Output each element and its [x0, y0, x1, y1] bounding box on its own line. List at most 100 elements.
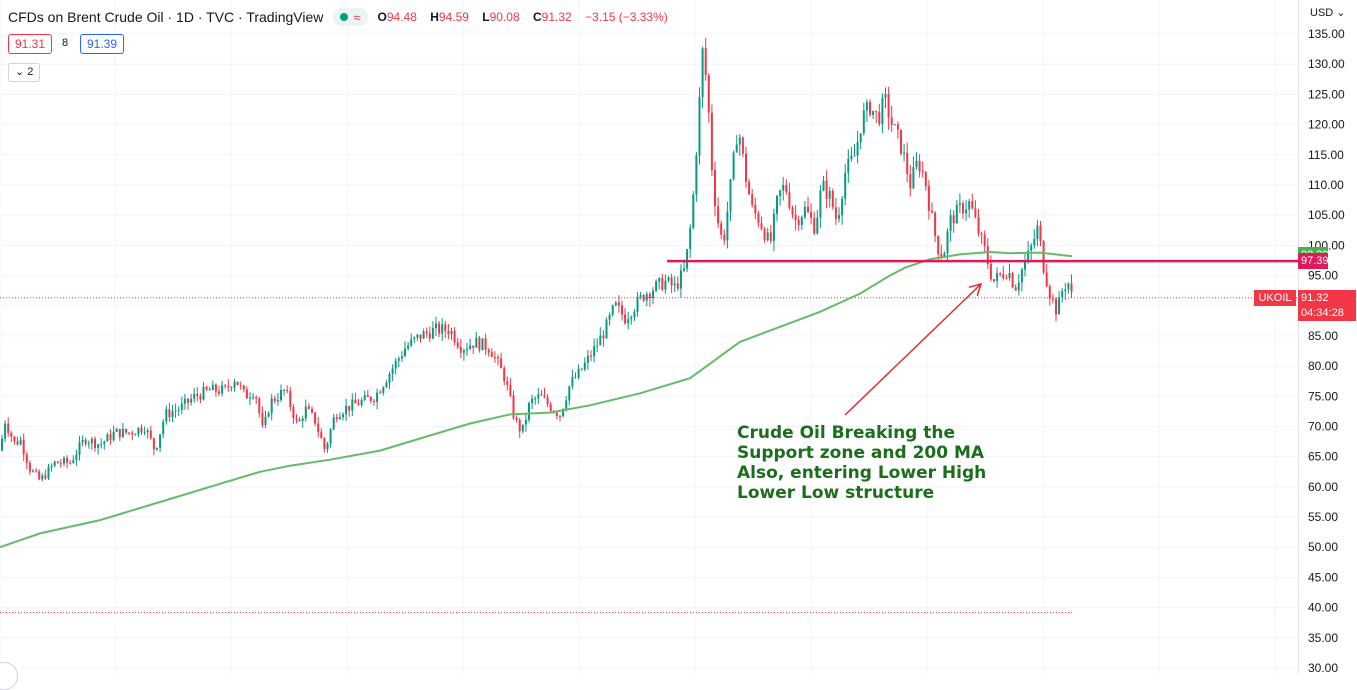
symbol-title[interactable]: CFDs on Brent Crude Oil · 1D · TVC · Tra… [8, 9, 324, 25]
candle-body [679, 270, 682, 289]
candle-body [503, 368, 506, 382]
candle-body [255, 397, 258, 399]
y-tick-label: 135.00 [1308, 27, 1345, 41]
candle-body [506, 381, 509, 385]
candle-body [416, 334, 419, 338]
candle-body [233, 381, 236, 388]
candle-body [301, 418, 304, 422]
candle-body [1042, 241, 1045, 273]
candle-body [360, 400, 363, 406]
candle-body [41, 475, 44, 480]
candle-body [900, 129, 902, 154]
candle-body [652, 290, 654, 299]
candle-body [354, 399, 357, 404]
candle-body [968, 201, 971, 210]
currency-selector[interactable]: USD ⌄ [1310, 7, 1346, 19]
candle-body [422, 331, 425, 339]
candle-body [385, 382, 388, 388]
candle-body [943, 253, 946, 259]
candle-body [726, 211, 729, 241]
candle-body [946, 231, 949, 254]
candle-body [410, 339, 413, 346]
candle-body [875, 110, 878, 113]
candle-body [704, 48, 707, 76]
candle-body [915, 160, 918, 168]
candle-body [131, 432, 134, 435]
candle-body [273, 398, 276, 402]
y-tick-label: 130.00 [1308, 57, 1345, 71]
candle-body [949, 215, 952, 232]
candle-body [822, 180, 825, 191]
candle-body [13, 436, 16, 442]
y-tick-label: 60.00 [1308, 480, 1338, 494]
candle-body [193, 393, 196, 399]
candle-body [419, 334, 422, 339]
y-tick-label: 105.00 [1308, 208, 1345, 222]
candle-body [162, 421, 165, 435]
moving-average-200-line[interactable] [0, 250, 1073, 549]
candle-body [345, 405, 348, 415]
candle-body [577, 368, 580, 378]
candle-body [245, 389, 248, 399]
candle-body [180, 403, 183, 410]
price-chart[interactable]: 30.00 35.00 40.00 45.00 50.00 55.00 60.00 65.00… [0, 0, 1357, 674]
candle-body [149, 430, 152, 439]
candle-body [509, 384, 512, 396]
candle-body [87, 443, 90, 445]
candle-body [156, 447, 158, 450]
candle-body [710, 112, 713, 171]
candle-body [366, 395, 369, 398]
candle-body [695, 155, 698, 195]
candle-body [1055, 298, 1057, 315]
market-status-pill[interactable]: ≈ [333, 8, 368, 26]
candle-body [425, 331, 428, 334]
candle-body [655, 281, 658, 291]
candle-body [66, 458, 69, 463]
candle-body [239, 384, 242, 386]
candle-body [583, 362, 586, 370]
candle-body [918, 160, 921, 172]
candle-body [453, 330, 456, 343]
candle-body [574, 377, 577, 379]
sell-price-button[interactable]: 91.31 [8, 34, 53, 54]
candle-body [745, 153, 747, 182]
candle-body [500, 358, 503, 369]
candle-body [469, 345, 472, 350]
annotation-arrow[interactable] [844, 283, 982, 416]
candle-body [924, 172, 927, 187]
ohlc-open-key: O [377, 10, 387, 24]
candle-body [825, 180, 828, 199]
candle-body [537, 394, 540, 399]
candle-body [794, 214, 797, 221]
buy-price-button[interactable]: 91.39 [80, 34, 125, 54]
candle-body [828, 191, 831, 199]
candle-body [599, 335, 602, 346]
candle-body [342, 414, 344, 418]
candle-body [1036, 225, 1039, 239]
candle-body [571, 377, 574, 387]
candle-body [1051, 298, 1054, 300]
candle-body [140, 427, 143, 433]
candle-body [1058, 297, 1061, 315]
candle-body [983, 234, 986, 247]
candle-body [927, 186, 930, 211]
indicators-toggle-button[interactable]: ⌄ 2 [8, 63, 41, 82]
candle-body [441, 324, 444, 334]
candle-body [999, 273, 1002, 275]
candle-body [1005, 277, 1008, 279]
candle-body [921, 171, 924, 173]
candle-body [735, 144, 738, 153]
candle-body [906, 152, 909, 175]
candle-body [335, 417, 338, 420]
candle-body [376, 392, 379, 402]
chart-area[interactable]: 30.00 35.00 40.00 45.00 50.00 55.00 60.00 65.00… [0, 0, 1357, 674]
candle-body [807, 206, 809, 213]
candle-body [1014, 287, 1017, 291]
annotation-text[interactable]: Crude Oil Breaking the Support zone and … [737, 423, 987, 503]
candle-body [884, 94, 887, 98]
candle-body [741, 137, 744, 154]
candle-body [314, 412, 317, 424]
candle-body [109, 434, 112, 440]
candle-body [661, 278, 664, 290]
candle-body [881, 97, 884, 124]
